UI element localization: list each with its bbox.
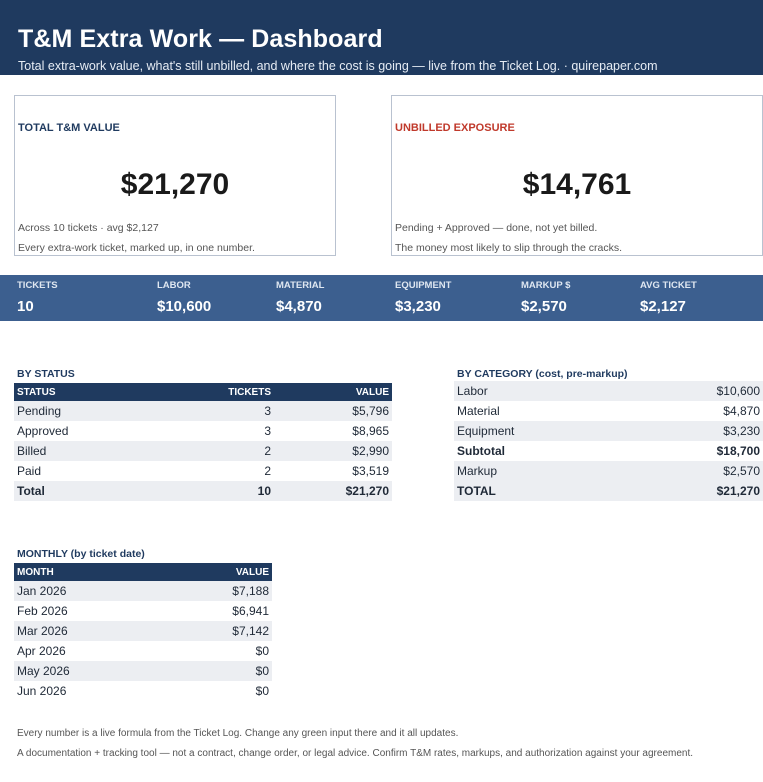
value-cell: $21,270 (274, 481, 392, 501)
column-header: VALUE (154, 563, 272, 581)
table-header-row: STATUS TICKETS VALUE (14, 383, 392, 401)
table-row: Mar 2026 $7,142 (14, 621, 272, 641)
category-cell: Subtotal (457, 444, 505, 458)
table-row: Equipment $3,230 (454, 421, 763, 441)
total-value-amount: $21,270 (120, 168, 230, 201)
kpi-label: EQUIPMENT (395, 280, 452, 291)
month-cell: Mar 2026 (14, 621, 154, 641)
kpi-label: MATERIAL (276, 280, 325, 291)
unbilled-exposure-note: Pending + Approved — done, not yet bille… (395, 222, 598, 234)
table-row: Pending 3 $5,796 (14, 401, 392, 421)
value-cell: $6,941 (232, 604, 269, 618)
table-row: Billed 2 $2,990 (14, 441, 392, 461)
by-category-table: Labor $10,600 Material $4,870 Equipment … (454, 381, 763, 501)
total-value-card: TOTAL T&M VALUE $21,270 Across 10 ticket… (14, 95, 336, 256)
status-cell: Pending (14, 401, 184, 421)
kpi-label: TICKETS (17, 280, 58, 291)
value-cell: $10,600 (634, 381, 763, 401)
total-value-caption: Every extra-work ticket, marked up, in o… (18, 242, 255, 254)
table-row: Labor $10,600 (454, 381, 763, 401)
table-row: Jan 2026 $7,188 (14, 581, 272, 601)
month-cell: May 2026 (14, 661, 154, 681)
category-cell: Markup (454, 461, 634, 481)
column-header: VALUE (274, 383, 392, 401)
value-cell: $0 (154, 661, 272, 681)
by-status-table: STATUS TICKETS VALUE Pending 3 $5,796 Ap… (14, 383, 392, 501)
table-row: May 2026 $0 (14, 661, 272, 681)
total-value-note: Across 10 tickets · avg $2,127 (18, 222, 159, 234)
kpi-label: AVG TICKET (640, 280, 697, 291)
status-cell: Approved (17, 424, 69, 438)
value-cell: $8,965 (352, 424, 389, 438)
month-cell: Feb 2026 (17, 604, 68, 618)
category-cell: Material (457, 404, 500, 418)
kpi-label: MARKUP $ (521, 280, 571, 291)
unbilled-exposure-card: UNBILLED EXPOSURE $14,761 Pending + Appr… (391, 95, 763, 256)
category-cell: Equipment (454, 421, 634, 441)
table-row: Material $4,870 (454, 401, 763, 421)
kpi-value: $4,870 (276, 298, 322, 315)
tickets-cell: 2 (264, 464, 271, 478)
by-category-title: BY CATEGORY (cost, pre-markup) (457, 368, 628, 380)
category-cell: Labor (454, 381, 634, 401)
kpi-label: LABOR (157, 280, 191, 291)
kpi-band: TICKETS 10 LABOR $10,600 MATERIAL $4,870… (0, 275, 763, 321)
value-cell: $4,870 (723, 404, 760, 418)
page-subtitle: Total extra-work value, what's still unb… (18, 59, 658, 73)
value-cell: $2,570 (634, 461, 763, 481)
column-header: TICKETS (184, 383, 274, 401)
value-cell: $0 (255, 644, 269, 658)
table-row: Jun 2026 $0 (14, 681, 272, 701)
table-row: Apr 2026 $0 (14, 641, 272, 661)
month-cell: Jan 2026 (14, 581, 154, 601)
table-header-row: MONTH VALUE (14, 563, 272, 581)
value-cell: $7,142 (154, 621, 272, 641)
value-cell: $2,990 (274, 441, 392, 461)
by-status-title: BY STATUS (17, 368, 75, 380)
footer-disclaimer: A documentation + tracking tool — not a … (17, 748, 694, 759)
value-cell: $18,700 (716, 444, 760, 458)
table-row: Paid 2 $3,519 (14, 461, 392, 481)
status-cell: Total (14, 481, 184, 501)
kpi-value: $3,230 (395, 298, 441, 315)
kpi-value: 10 (17, 298, 34, 315)
tickets-cell: 3 (184, 401, 274, 421)
tickets-cell: 10 (184, 481, 274, 501)
table-row: Approved 3 $8,965 (14, 421, 392, 441)
kpi-value: $10,600 (157, 298, 212, 315)
kpi-value: $2,570 (521, 298, 567, 315)
dashboard-header: T&M Extra Work — Dashboard Total extra-w… (0, 0, 763, 75)
value-cell: $5,796 (274, 401, 392, 421)
value-cell: $7,188 (154, 581, 272, 601)
unbilled-exposure-amount: $14,761 (522, 168, 632, 201)
value-cell: $21,270 (634, 481, 763, 501)
column-header: STATUS (14, 383, 184, 401)
column-header: MONTH (14, 563, 154, 581)
footer-note: Every number is a live formula from the … (17, 728, 459, 739)
tickets-cell: 2 (184, 441, 274, 461)
table-row: Feb 2026 $6,941 (14, 601, 272, 621)
category-cell: TOTAL (454, 481, 634, 501)
value-cell: $3,230 (634, 421, 763, 441)
table-total-row: Total 10 $21,270 (14, 481, 392, 501)
table-total-row: TOTAL $21,270 (454, 481, 763, 501)
monthly-table: MONTH VALUE Jan 2026 $7,188 Feb 2026 $6,… (14, 563, 272, 701)
monthly-title: MONTHLY (by ticket date) (17, 548, 145, 560)
month-cell: Apr 2026 (17, 644, 66, 658)
total-value-label: TOTAL T&M VALUE (18, 122, 120, 134)
kpi-value: $2,127 (640, 298, 686, 315)
tickets-cell: 3 (264, 424, 271, 438)
month-cell: Jun 2026 (17, 684, 67, 698)
value-cell: $3,519 (352, 464, 389, 478)
status-cell: Paid (17, 464, 42, 478)
status-cell: Billed (14, 441, 184, 461)
unbilled-exposure-caption: The money most likely to slip through th… (395, 242, 623, 254)
table-subtotal-row: Subtotal $18,700 (454, 441, 763, 461)
unbilled-exposure-label: UNBILLED EXPOSURE (395, 122, 515, 134)
page-title: T&M Extra Work — Dashboard (18, 25, 383, 53)
value-cell: $0 (255, 684, 269, 698)
table-row: Markup $2,570 (454, 461, 763, 481)
